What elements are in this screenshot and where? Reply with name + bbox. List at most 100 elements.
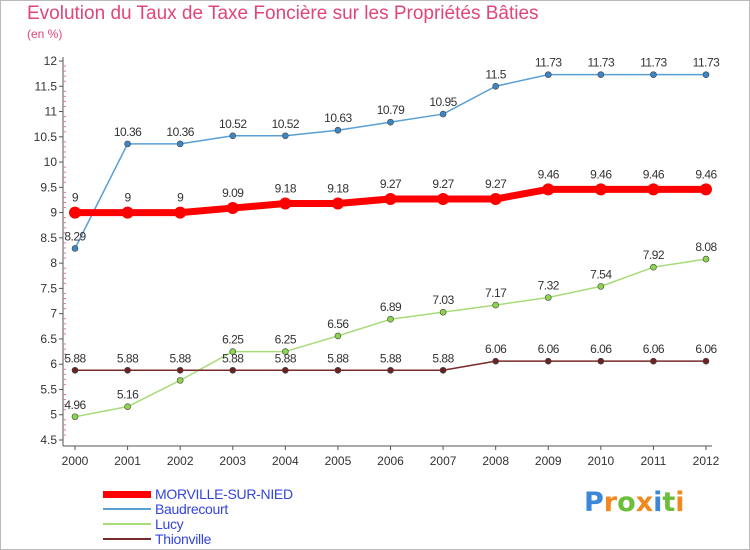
logo-letter: t [662,487,676,518]
series-line-lucy [74,258,707,418]
data-label-thionville: 5.88 [222,351,244,365]
chart-subtitle: (en %) [27,27,63,41]
y-tick-label: 10 [44,155,58,169]
data-point-baudrecourt [387,118,394,126]
data-label-baudrecourt: 10.95 [429,95,457,109]
data-point-baudrecourt [229,132,237,140]
data-label-thionville: 6.06 [538,342,560,356]
logo-letter: i [653,487,663,518]
data-point-morville-sur-nied [121,206,134,219]
data-point-thionville [544,357,552,365]
y-tick-label: 11 [45,105,58,119]
y-tick-label: 8.5 [40,231,57,245]
data-point-baudrecourt [702,71,710,78]
data-label-thionville: 6.06 [485,342,507,356]
x-tick-label: 2011 [641,454,667,468]
data-point-baudrecourt [124,140,131,148]
data-label-baudrecourt: 8.29 [64,229,86,243]
data-label-morville-sur-nied: 9.27 [380,177,402,191]
y-tick-label: 6.5 [40,332,57,346]
x-tick-label: 2012 [693,454,720,468]
data-label-baudrecourt: 11.73 [588,56,615,70]
x-tick-label: 2001 [114,454,141,468]
legend-item-thionville: Thionville [103,531,211,547]
x-tick-label: 2008 [482,454,509,468]
data-point-lucy [124,403,131,410]
legend-item-baudrecourt: Baudrecourt [103,501,228,517]
x-tick-label: 2009 [535,454,562,468]
x-tick-label: 2003 [219,454,246,468]
data-point-morville-sur-nied [700,183,712,196]
data-label-lucy: 6.25 [275,333,297,347]
data-label-morville-sur-nied: 9 [124,191,131,205]
data-point-baudrecourt [282,132,289,140]
data-label-baudrecourt: 10.63 [324,111,352,125]
legend-label-baudrecourt: Baudrecourt [155,501,228,517]
data-point-lucy [282,348,289,355]
y-tick-label: 9 [50,206,57,220]
y-tick-label: 7 [50,307,57,321]
data-label-baudrecourt: 11.73 [535,56,562,70]
data-label-baudrecourt: 10.52 [219,117,247,131]
data-point-morville-sur-nied [226,202,239,215]
data-label-thionville: 6.06 [643,342,665,356]
data-point-thionville [650,357,657,365]
x-tick-label: 2004 [272,454,299,468]
data-point-thionville [387,366,394,374]
data-label-morville-sur-nied: 9.46 [643,167,665,181]
data-label-baudrecourt: 11.73 [640,56,667,70]
data-label-thionville: 5.88 [64,351,86,365]
proxiti-logo: Proxiti [584,487,685,518]
data-point-lucy [597,283,605,290]
y-tick-label: 11.5 [35,79,58,93]
data-label-morville-sur-nied: 9.46 [695,167,717,181]
chart-title: Evolution du Taux de Taxe Foncière sur l… [27,3,539,24]
y-tick-label: 7.5 [40,281,57,295]
data-point-lucy [650,263,657,271]
data-point-lucy [702,255,710,263]
data-label-lucy: 7.17 [485,286,507,300]
legend-swatch-baudrecourt [103,508,151,510]
x-tick-label: 2005 [325,454,352,468]
y-tick-label: 8 [50,256,57,270]
data-label-lucy: 7.32 [538,278,560,292]
data-label-thionville: 6.06 [695,342,717,356]
x-tick-label: 2007 [430,454,457,468]
logo-letter: r [603,487,618,518]
y-tick-label: 5 [50,408,57,422]
data-point-lucy [71,413,79,421]
data-label-baudrecourt: 10.36 [114,125,142,139]
data-label-morville-sur-nied: 9.18 [275,182,297,196]
data-label-morville-sur-nied: 9.18 [327,182,349,196]
series-line-baudrecourt [74,73,707,250]
data-point-baudrecourt [492,82,499,90]
data-label-morville-sur-nied: 9.46 [538,167,560,181]
logo-letter: x [635,487,654,518]
legend-swatch-thionville [103,538,151,540]
data-label-morville-sur-nied: 9 [72,191,79,205]
legend-swatch-lucy [103,523,151,525]
data-label-baudrecourt: 10.79 [377,103,405,117]
data-label-thionville: 6.06 [590,342,612,356]
data-label-lucy: 6.56 [327,317,349,331]
data-label-baudrecourt: 11.73 [693,56,720,70]
data-label-thionville: 5.88 [117,351,139,365]
logo-letter: o [617,487,636,518]
data-point-morville-sur-nied [69,206,81,219]
data-label-lucy: 5.16 [117,388,139,402]
data-label-lucy: 4.96 [64,398,86,412]
data-point-lucy [492,301,499,309]
data-point-baudrecourt [544,71,552,78]
data-point-baudrecourt [71,245,79,252]
data-label-baudrecourt: 11.5 [485,67,506,81]
data-point-thionville [334,366,342,374]
data-label-thionville: 5.88 [432,351,454,365]
legend-swatch-morville [103,490,151,498]
data-label-morville-sur-nied: 9.46 [590,167,612,181]
x-tick-label: 2010 [587,454,614,468]
data-point-baudrecourt [597,71,605,78]
data-label-thionville: 5.88 [275,351,297,365]
x-tick-label: 2006 [377,454,404,468]
